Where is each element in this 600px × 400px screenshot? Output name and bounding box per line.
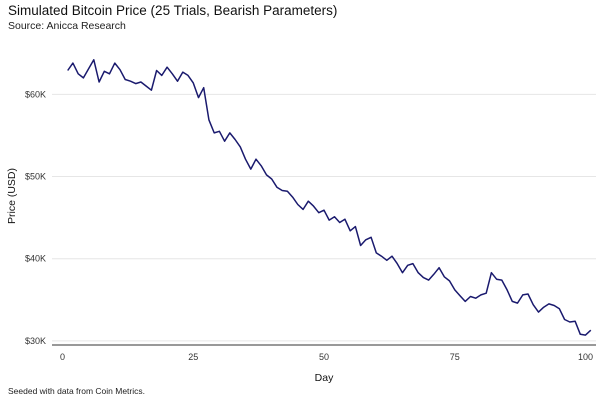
x-tick-label: 50 bbox=[319, 352, 329, 362]
y-tick-label: $60K bbox=[25, 89, 46, 99]
x-axis-ticks: 0 25 50 75 100 bbox=[60, 352, 593, 362]
x-tick-label: 75 bbox=[450, 352, 460, 362]
x-axis-label: Day bbox=[315, 372, 334, 384]
y-tick-label: $30K bbox=[25, 336, 46, 346]
series-layer bbox=[67, 59, 592, 336]
y-axis-ticks: $30K $40K $50K $60K bbox=[25, 89, 46, 346]
y-tick-label: $50K bbox=[25, 172, 46, 182]
series-line bbox=[67, 59, 592, 336]
x-tick-label: 25 bbox=[188, 352, 198, 362]
y-tick-label: $40K bbox=[25, 254, 46, 264]
x-tick-label: 0 bbox=[60, 352, 65, 362]
x-tick-label: 100 bbox=[578, 352, 593, 362]
gridlines bbox=[52, 93, 596, 342]
chart-title: Simulated Bitcoin Price (25 Trials, Bear… bbox=[8, 3, 338, 18]
y-axis-label: Price (USD) bbox=[6, 168, 18, 224]
chart-caption: Seeded with data from Coin Metrics. bbox=[8, 386, 146, 396]
chart-subtitle: Source: Anicca Research bbox=[8, 20, 126, 32]
